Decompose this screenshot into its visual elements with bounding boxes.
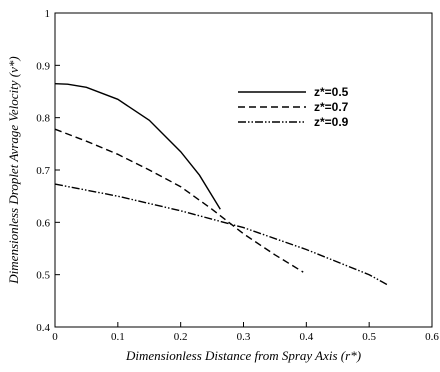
x-tick-label: 0.2: [174, 331, 188, 343]
x-tick-label: 0.5: [362, 331, 376, 343]
x-tick-label: 0.6: [425, 331, 439, 343]
series-line-2: [54, 128, 304, 273]
x-tick-label: 0: [52, 331, 58, 343]
series-layer: [54, 83, 389, 286]
y-tick-label: 0.6: [36, 217, 50, 229]
legend-label-1: z*=0.5: [314, 85, 349, 99]
legend: z*=0.5z*=0.7z*=0.9: [238, 85, 349, 129]
x-tick-label: 0.1: [111, 331, 125, 343]
y-tick-label: 1: [45, 8, 51, 20]
ticks-layer: 0 0.1 0.2 0.3 0.4 0.5 0.6 0.4 0.5 0.6 0.7 0.8 0.9 1: [36, 8, 439, 343]
y-tick-label: 0.4: [36, 322, 50, 334]
x-tick-label: 0.4: [299, 331, 313, 343]
y-tick-label: 0.9: [36, 60, 50, 72]
series-line-3: [54, 183, 389, 286]
legend-label-3: z*=0.9: [314, 115, 349, 129]
y-tick-label: 0.8: [36, 113, 50, 125]
y-tick-label: 0.5: [36, 270, 50, 282]
x-axis-title: Dimensionless Distance from Spray Axis (…: [125, 348, 361, 363]
y-axis-title: Dimensionless Droplet Avrage Velocity (v…: [6, 56, 21, 284]
plot-frame: [54, 12, 433, 328]
y-tick-label: 0.7: [36, 165, 50, 177]
x-tick-label: 0.3: [237, 331, 251, 343]
series-line-1: [54, 83, 221, 210]
legend-label-2: z*=0.7: [314, 100, 349, 114]
